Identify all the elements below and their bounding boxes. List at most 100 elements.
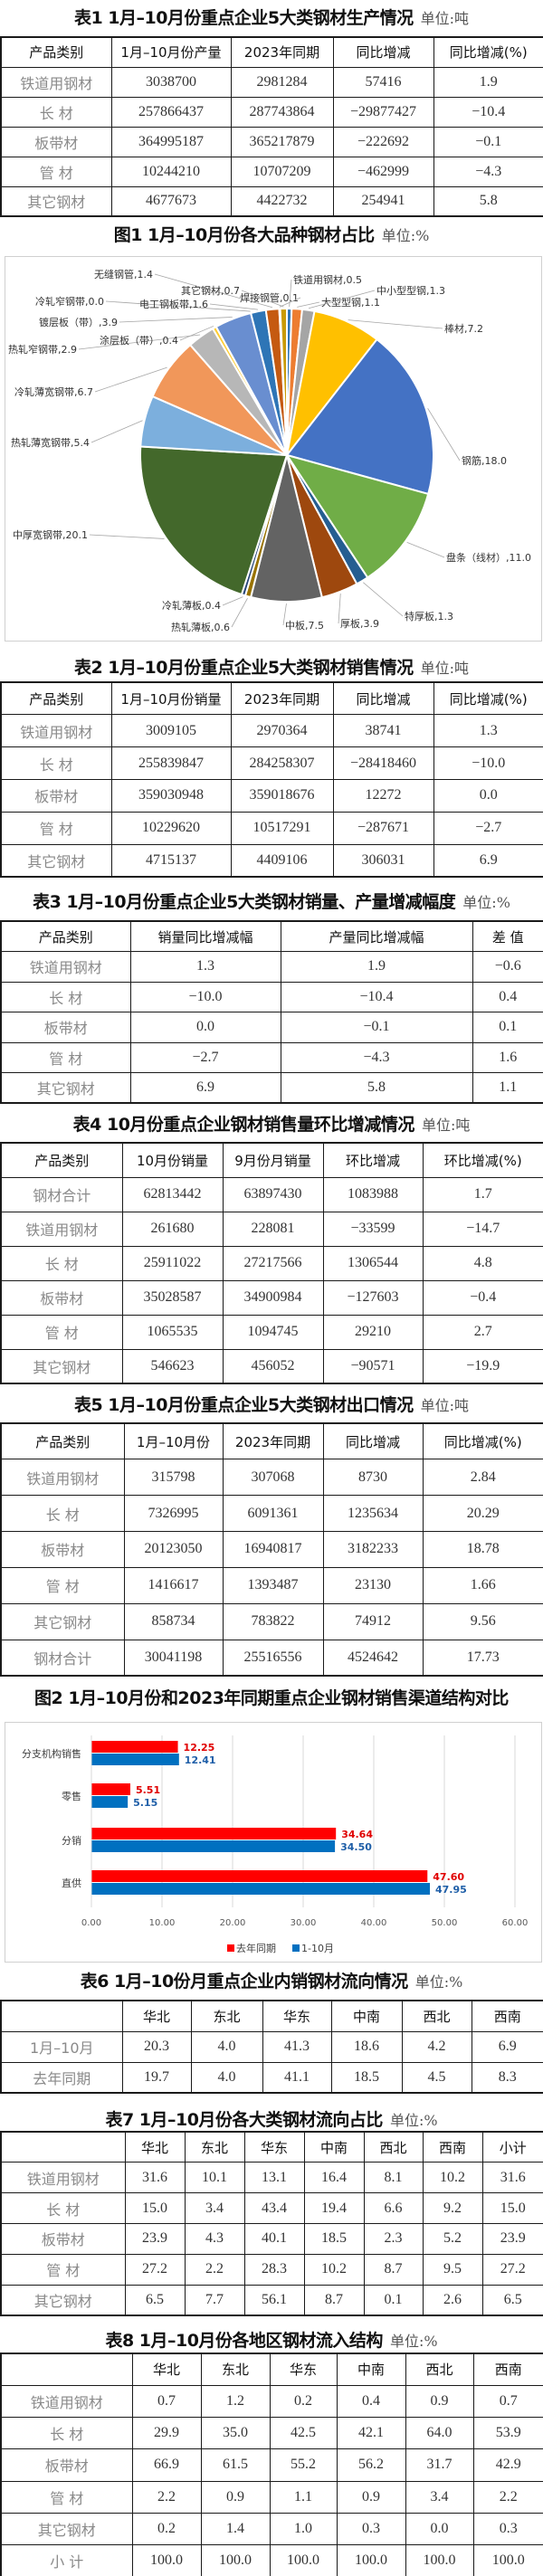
column-header: 西南 xyxy=(471,2000,543,2032)
table-cell: 0.7 xyxy=(131,2384,202,2419)
table-cell: 359018676 xyxy=(230,778,334,813)
table-cell: 307068 xyxy=(222,1459,324,1497)
table-cell: 8.7 xyxy=(303,2284,365,2316)
table-cell: 6.9 xyxy=(433,843,543,878)
table-row: 其它钢材 858734 783822 74912 9.56 xyxy=(0,1602,543,1640)
table-cell: −0.4 xyxy=(422,1279,543,1316)
column-header: 华东 xyxy=(262,2000,332,2032)
table-cell: −127603 xyxy=(322,1279,424,1316)
pie-slice-label: 热轧薄宽钢带,5.4 xyxy=(11,436,90,449)
bar-current xyxy=(91,1883,431,1895)
table-cell: 18.5 xyxy=(303,2222,365,2255)
bar-value-label: 5.15 xyxy=(133,1797,157,1809)
row-label: 其它钢材 xyxy=(0,1072,131,1104)
table-cell: 0.0 xyxy=(405,2512,474,2546)
figure2-title: 图2 1月–10月份和2023年同期重点企业钢材销售渠道结构对比 xyxy=(34,1688,509,1708)
legend-swatch xyxy=(227,1944,234,1952)
table4-title: 表4 10月份重点企业钢材销售量环比增减情况 xyxy=(72,1115,415,1135)
figure2-title-bar: 图2 1月–10月份和2023年同期重点企业钢材销售渠道结构对比 xyxy=(0,1685,543,1712)
table-cell: 10707209 xyxy=(230,156,334,187)
column-header: 同比增减 xyxy=(332,36,434,68)
table-cell: 18.78 xyxy=(422,1531,543,1568)
category-label: 零售 xyxy=(62,1790,81,1802)
table-cell: −10.0 xyxy=(129,981,281,1012)
table-cell: 4.5 xyxy=(401,2061,472,2094)
column-header: 1月–10月份产量 xyxy=(110,36,232,68)
row-label: 铁道用钢材 xyxy=(0,1459,125,1497)
table-cell: −2.7 xyxy=(129,1041,281,1073)
table-cell: −29877427 xyxy=(332,96,434,128)
table-cell: −19.9 xyxy=(422,1348,543,1384)
table-cell: 0.3 xyxy=(472,2512,543,2546)
table-cell: 1.3 xyxy=(433,714,543,748)
row-label: 板带材 xyxy=(0,1012,131,1043)
column-header: 同比增减 xyxy=(332,681,434,716)
pie-slice-label: 铁道用钢材,0.5 xyxy=(293,273,362,286)
bar-value-label: 47.60 xyxy=(433,1871,464,1883)
table-cell: 0.2 xyxy=(269,2384,338,2419)
table-cell: 57416 xyxy=(332,66,434,98)
table5-title-bar: 表5 1月–10月份重点企业5大类钢材出口情况 单位:吨 xyxy=(0,1392,543,1419)
row-label: 其它钢材 xyxy=(0,2512,133,2546)
row-label: 去年同期 xyxy=(0,2061,123,2094)
row-label: 长 材 xyxy=(0,981,131,1012)
row-label: 铁道用钢材 xyxy=(0,2162,126,2194)
table-cell: 9.2 xyxy=(422,2192,483,2224)
column-header: 华东 xyxy=(269,2353,338,2386)
table-row: 管 材 10229620 10517291 −287671 −2.7 xyxy=(0,811,543,845)
pie-slice-label: 中厚宽钢带,20.1 xyxy=(13,528,88,541)
table-cell: 6.9 xyxy=(129,1072,281,1104)
table-cell: 63897430 xyxy=(222,1176,324,1212)
column-header: 小计 xyxy=(481,2131,543,2163)
leader-line xyxy=(308,290,376,309)
table-cell: 0.3 xyxy=(336,2512,406,2546)
table-cell: 41.1 xyxy=(262,2061,332,2094)
table-cell: 2.6 xyxy=(422,2284,483,2316)
table-cell: 34900984 xyxy=(222,1279,324,1316)
table-cell: 53.9 xyxy=(472,2417,543,2450)
bar-current xyxy=(91,1796,129,1808)
table-cell: 64.0 xyxy=(405,2417,474,2450)
table-cell: 0.4 xyxy=(472,981,543,1012)
bar-current xyxy=(91,1840,336,1852)
table-cell: 255839847 xyxy=(110,746,232,780)
table-row: 板带材 359030948 359018676 12272 0.0 xyxy=(0,778,543,813)
header-row: 产品类别 1月–10月份 2023年同期 同比增减 同比增减(%) xyxy=(0,1422,543,1460)
table-cell: 8730 xyxy=(322,1459,424,1497)
pie-slice-label: 电工钢板带,1.6 xyxy=(139,298,208,310)
leader-line xyxy=(231,597,248,628)
table-cell: 6091361 xyxy=(222,1495,324,1533)
table-cell: 4677673 xyxy=(110,185,232,217)
bar-value-label: 12.25 xyxy=(184,1742,215,1754)
column-header: 产品类别 xyxy=(0,1422,125,1460)
table8: 华北 东北 华东 中南 西北 西南 铁道用钢材 0.7 1.2 0.2 0.4 0.9 0.7 长 材 29… xyxy=(0,2353,543,2576)
table-cell: 31.6 xyxy=(481,2162,543,2194)
table-cell: 25516556 xyxy=(222,1639,324,1677)
table-cell: 20.29 xyxy=(422,1495,543,1533)
table-cell: 1306544 xyxy=(322,1245,424,1281)
table-cell: 29210 xyxy=(322,1314,424,1350)
column-header: 华北 xyxy=(131,2353,202,2386)
table2-unit: 单位:吨 xyxy=(420,660,470,677)
x-tick-label: 60.00 xyxy=(502,1918,529,1928)
table-cell: 2.84 xyxy=(422,1459,543,1497)
header-row: 产品类别 1月–10月份销量 2023年同期 同比增减 同比增减(%) xyxy=(0,681,543,716)
column-header: 同比增减(%) xyxy=(422,1422,543,1460)
row-label: 钢材合计 xyxy=(0,1639,125,1677)
figure1-title: 图1 1月–10月份各大品种钢材占比 xyxy=(113,225,376,245)
row-label: 长 材 xyxy=(0,1495,125,1533)
row-label: 长 材 xyxy=(0,96,112,128)
pie-slice-label: 热轧薄板,0.6 xyxy=(171,621,230,633)
table-row: 钢材合计 62813442 63897430 1083988 1.7 xyxy=(0,1176,543,1212)
table-cell: 10517291 xyxy=(230,811,334,845)
column-header: 西南 xyxy=(472,2353,543,2386)
pie-slice xyxy=(284,453,430,579)
table-row: 其它钢材 0.2 1.4 1.0 0.3 0.0 0.3 xyxy=(0,2512,543,2546)
table-cell: 100.0 xyxy=(336,2544,406,2576)
table5-title: 表5 1月–10月份重点企业5大类钢材出口情况 xyxy=(73,1395,414,1415)
table-row: 长 材 −10.0 −10.4 0.4 xyxy=(0,981,543,1012)
table-cell: −14.7 xyxy=(422,1211,543,1247)
table-row: 铁道用钢材 315798 307068 8730 2.84 xyxy=(0,1459,543,1497)
pie-chart-box: 铁道用钢材,0.5 大型型钢,1.1 中小型型钢,1.3 棒材,7.2 钢筋,18.0 盘… xyxy=(5,256,542,642)
table-cell: 10229620 xyxy=(110,811,232,845)
